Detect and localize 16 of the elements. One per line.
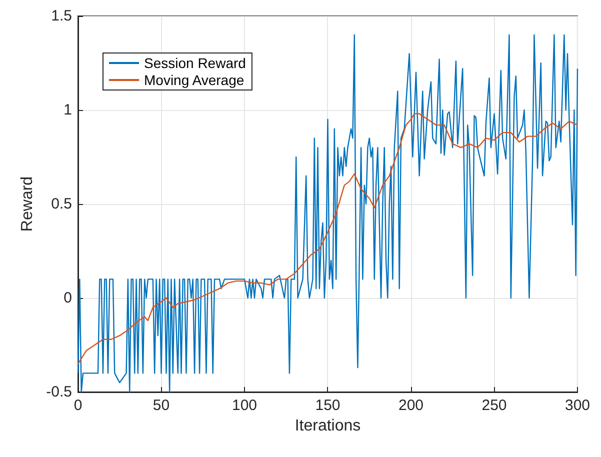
x-tick-label: 100	[232, 397, 258, 414]
legend-label: Moving Average	[144, 72, 244, 88]
x-tick-label: 200	[398, 397, 424, 414]
x-axis-title: Iterations	[294, 417, 361, 434]
x-tick-label: 50	[152, 397, 170, 414]
x-tick-label: 300	[564, 397, 590, 414]
y-tick-label: 0	[64, 290, 72, 306]
y-tick-label: 1.5	[51, 8, 72, 24]
x-tick-label: 250	[482, 397, 507, 414]
line-series	[77, 113, 578, 364]
x-tick-label: 150	[315, 397, 340, 414]
y-axis-title: Reward	[18, 176, 36, 232]
y-tick-label: -0.5	[46, 384, 72, 400]
y-tick-label: 1	[64, 102, 72, 118]
y-tick-label: 0.5	[51, 196, 72, 212]
legend-label: Session Reward	[144, 55, 246, 71]
